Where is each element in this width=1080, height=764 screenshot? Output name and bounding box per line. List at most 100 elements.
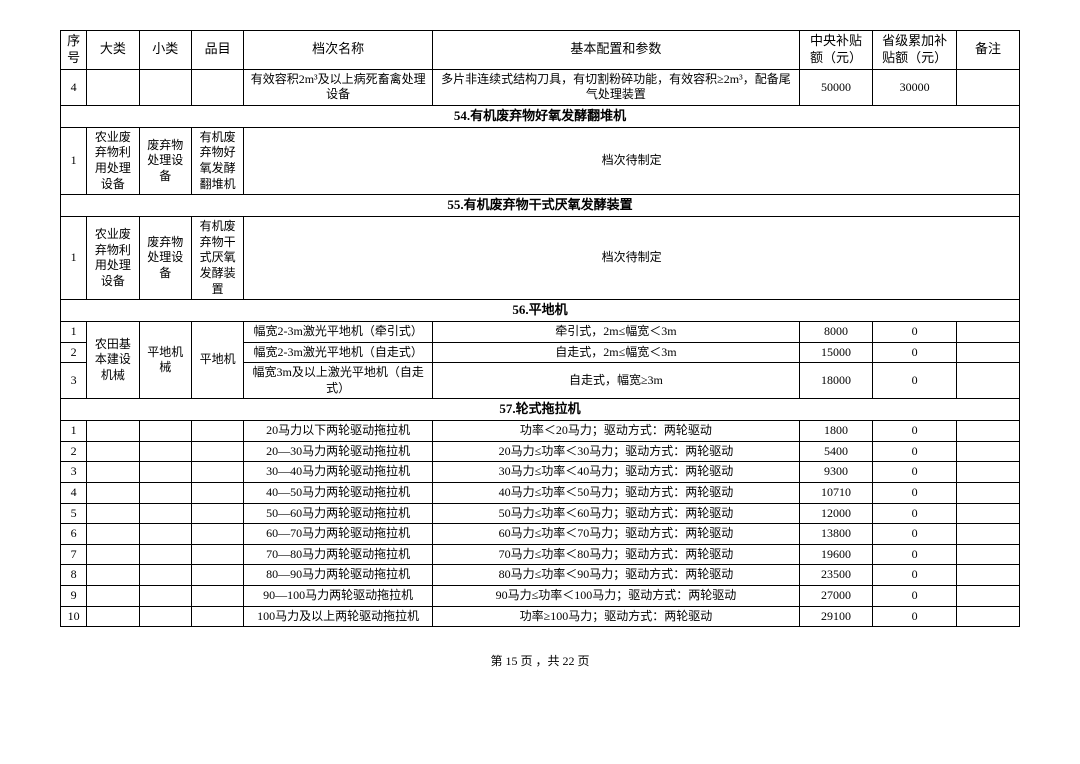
cell-dalei: 农田基本建设机械 xyxy=(87,321,139,398)
cell-xiaolei: 废弃物处理设备 xyxy=(139,217,191,300)
cell-name: 20—30马力两轮驱动拖拉机 xyxy=(244,441,433,462)
cell-central: 50000 xyxy=(799,69,872,105)
cell-central: 8000 xyxy=(799,321,872,342)
cell xyxy=(87,503,139,524)
cell-name: 20马力以下两轮驱动拖拉机 xyxy=(244,421,433,442)
cell-name: 60—70马力两轮驱动拖拉机 xyxy=(244,524,433,545)
cell-param: 多片非连续式结构刀具，有切割粉碎功能，有效容积≥2m³，配备尾气处理装置 xyxy=(433,69,800,105)
cell-note xyxy=(957,421,1020,442)
cell-pinmu: 有机废弃物干式厌氧发酵装置 xyxy=(191,217,243,300)
cell-central: 10710 xyxy=(799,483,872,504)
cell-seq: 7 xyxy=(61,544,87,565)
cell-seq: 4 xyxy=(61,69,87,105)
cell xyxy=(191,441,243,462)
page-footer: 第 15 页 ，共 22 页 xyxy=(60,652,1020,669)
cell-name: 100马力及以上两轮驱动拖拉机 xyxy=(244,606,433,627)
cell xyxy=(139,586,191,607)
table-row: 4 40—50马力两轮驱动拖拉机40马力≤功率＜50马力；驱动方式：两轮驱动107… xyxy=(61,483,1020,504)
cell-seq: 3 xyxy=(61,462,87,483)
cell-seq: 2 xyxy=(61,441,87,462)
cell-prov: 0 xyxy=(873,421,957,442)
cell xyxy=(139,606,191,627)
cell-seq: 1 xyxy=(61,127,87,194)
table-row: 3 30—40马力两轮驱动拖拉机30马力≤功率＜40马力；驱动方式：两轮驱动930… xyxy=(61,462,1020,483)
cell xyxy=(139,544,191,565)
cell-prov: 30000 xyxy=(873,69,957,105)
table-row: 1 农田基本建设机械 平地机械 平地机 幅宽2-3m激光平地机（牵引式） 牵引式… xyxy=(61,321,1020,342)
cell xyxy=(87,524,139,545)
cell-param: 20马力≤功率＜30马力；驱动方式：两轮驱动 xyxy=(433,441,800,462)
cell xyxy=(87,462,139,483)
section-55-title: 55.有机废弃物干式厌氧发酵装置 xyxy=(61,195,1020,217)
table-row: 550—60马力两轮驱动拖拉机50马力≤功率＜60马力；驱动方式：两轮驱动120… xyxy=(61,503,1020,524)
cell-prov: 0 xyxy=(873,503,957,524)
cell xyxy=(139,421,191,442)
cell xyxy=(191,586,243,607)
cell-seq: 9 xyxy=(61,586,87,607)
cell-param: 70马力≤功率＜80马力；驱动方式：两轮驱动 xyxy=(433,544,800,565)
cell-note xyxy=(957,606,1020,627)
cell-note xyxy=(957,524,1020,545)
cell xyxy=(139,462,191,483)
cell-seq: 3 xyxy=(61,363,87,399)
cell-param: 牵引式，2m≤幅宽＜3m xyxy=(433,321,800,342)
cell-central: 15000 xyxy=(799,342,872,363)
h-pinmu: 品目 xyxy=(191,31,243,70)
cell-seq: 6 xyxy=(61,524,87,545)
cell xyxy=(87,586,139,607)
cell-param: 40马力≤功率＜50马力；驱动方式：两轮驱动 xyxy=(433,483,800,504)
h-param: 基本配置和参数 xyxy=(433,31,800,70)
cell-seq: 1 xyxy=(61,321,87,342)
cell-note xyxy=(957,586,1020,607)
section-54-title: 54.有机废弃物好氧发酵翻堆机 xyxy=(61,105,1020,127)
cell-seq: 4 xyxy=(61,483,87,504)
table-row: 1 农业废弃物利用处理设备 废弃物处理设备 有机废弃物干式厌氧发酵装置 档次待制… xyxy=(61,217,1020,300)
section-56-title: 56.平地机 xyxy=(61,300,1020,322)
h-note: 备注 xyxy=(957,31,1020,70)
cell-prov: 0 xyxy=(873,441,957,462)
cell-note xyxy=(957,462,1020,483)
cell-xiaolei: 废弃物处理设备 xyxy=(139,127,191,194)
cell xyxy=(191,462,243,483)
cell-central: 27000 xyxy=(799,586,872,607)
cell-param: 60马力≤功率＜70马力；驱动方式：两轮驱动 xyxy=(433,524,800,545)
subsidy-table: 序号 大类 小类 品目 档次名称 基本配置和参数 中央补贴额（元） 省级累加补贴… xyxy=(60,30,1020,627)
table-row: 120马力以下两轮驱动拖拉机功率＜20马力；驱动方式：两轮驱动18000 xyxy=(61,421,1020,442)
cell-central: 9300 xyxy=(799,462,872,483)
cell-note xyxy=(957,69,1020,105)
table-row: 880—90马力两轮驱动拖拉机80马力≤功率＜90马力；驱动方式：两轮驱动235… xyxy=(61,565,1020,586)
cell-central: 19600 xyxy=(799,544,872,565)
cell xyxy=(191,544,243,565)
table-row: 660—70马力两轮驱动拖拉机60马力≤功率＜70马力；驱动方式：两轮驱动138… xyxy=(61,524,1020,545)
section-57-title: 57.轮式拖拉机 xyxy=(61,399,1020,421)
cell-param: 功率≥100马力；驱动方式：两轮驱动 xyxy=(433,606,800,627)
cell-name: 40—50马力两轮驱动拖拉机 xyxy=(244,483,433,504)
cell-note xyxy=(957,321,1020,342)
cell-param: 30马力≤功率＜40马力；驱动方式：两轮驱动 xyxy=(433,462,800,483)
cell-param: 自走式，幅宽≥3m xyxy=(433,363,800,399)
cell-prov: 0 xyxy=(873,565,957,586)
cell-dalei: 农业废弃物利用处理设备 xyxy=(87,127,139,194)
cell-name: 幅宽2-3m激光平地机（牵引式） xyxy=(244,321,433,342)
cell xyxy=(139,69,191,105)
cell xyxy=(87,544,139,565)
cell-param: 80马力≤功率＜90马力；驱动方式：两轮驱动 xyxy=(433,565,800,586)
cell xyxy=(191,503,243,524)
cell-name: 30—40马力两轮驱动拖拉机 xyxy=(244,462,433,483)
table-row: 220—30马力两轮驱动拖拉机20马力≤功率＜30马力；驱动方式：两轮驱动540… xyxy=(61,441,1020,462)
cell xyxy=(191,69,243,105)
cell-seq: 1 xyxy=(61,217,87,300)
cell-note xyxy=(957,363,1020,399)
table-row: 10100马力及以上两轮驱动拖拉机功率≥100马力；驱动方式：两轮驱动29100… xyxy=(61,606,1020,627)
cell-note xyxy=(957,483,1020,504)
cell-central: 29100 xyxy=(799,606,872,627)
h-seq: 序号 xyxy=(61,31,87,70)
cell-pinmu: 有机废弃物好氧发酵翻堆机 xyxy=(191,127,243,194)
cell-seq: 2 xyxy=(61,342,87,363)
cell-prov: 0 xyxy=(873,606,957,627)
cell-prov: 0 xyxy=(873,483,957,504)
cell-param: 档次待制定 xyxy=(244,127,1020,194)
cell xyxy=(191,524,243,545)
cell xyxy=(87,565,139,586)
cell-name: 幅宽3m及以上激光平地机（自走式） xyxy=(244,363,433,399)
